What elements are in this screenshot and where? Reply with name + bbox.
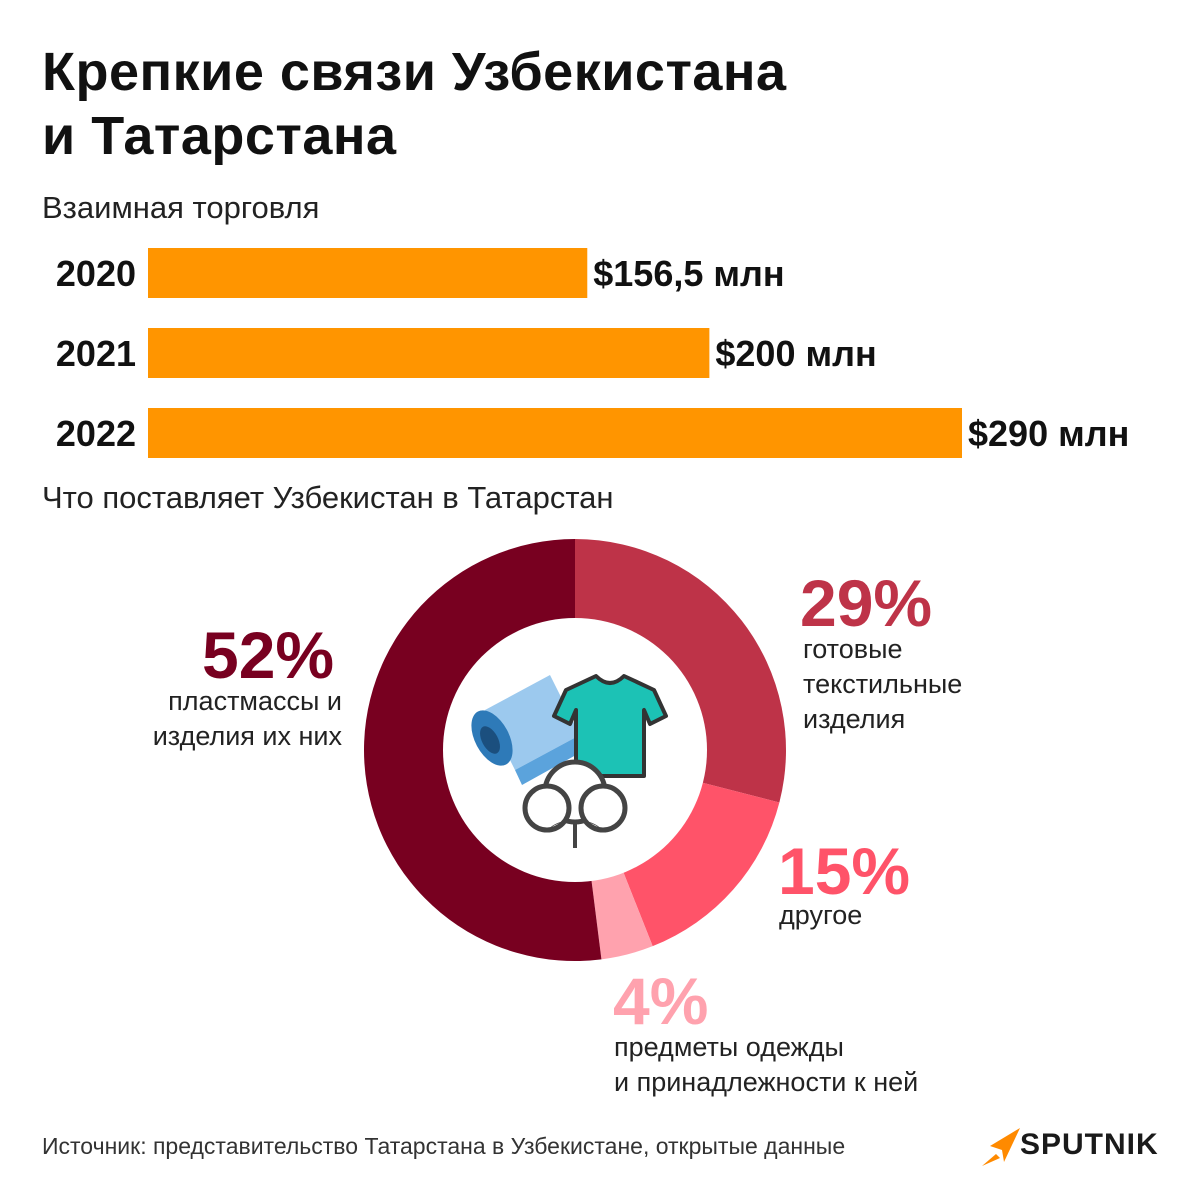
page-title: Крепкие связи Узбекистана и Татарстана bbox=[42, 40, 1142, 168]
slice-label-clothing-line-1: предметы одежды bbox=[614, 1032, 844, 1062]
slice-label-other-line-1: другое bbox=[779, 900, 863, 930]
slice-label-textiles-line-3: изделия bbox=[803, 704, 906, 734]
slice-label-plastics: пластмассы и изделия их них bbox=[60, 684, 342, 754]
sputnik-logo-icon bbox=[982, 1128, 1020, 1166]
slice-label-textiles-pct: 29% bbox=[800, 566, 933, 640]
donut-section-title: Что поставляет Узбекистан в Татарстан bbox=[42, 480, 614, 515]
slice-label-other: другое bbox=[779, 898, 862, 933]
slice-label-plastics-line-1: пластмассы и bbox=[168, 686, 342, 716]
exports-donut-chart bbox=[364, 539, 786, 961]
slice-label-textiles-line-1: готовые bbox=[803, 634, 903, 664]
bar-value-label: $156,5 млн bbox=[593, 253, 784, 294]
trade-bar-2020 bbox=[148, 248, 588, 298]
trade-bar-2021 bbox=[148, 328, 710, 378]
slice-label-clothing-pct: 4% bbox=[613, 964, 709, 1038]
center-illustration bbox=[471, 674, 668, 848]
bar-year-label: 2022 bbox=[56, 413, 136, 454]
trade-bar-chart: 2020 $156,5 млн 2021 $200 млн 2022 $290 млн bbox=[56, 248, 1129, 458]
bar-section-title: Взаимная торговля bbox=[42, 190, 320, 225]
slice-label-textiles: готовые текстильные изделия bbox=[803, 632, 962, 737]
bar-value-label: $200 млн bbox=[715, 333, 876, 374]
slice-label-clothing-line-2: и принадлежности к ней bbox=[614, 1067, 919, 1097]
title-line-1: Крепкие связи Узбекистана bbox=[42, 42, 787, 102]
slice-label-other-pct: 15% bbox=[778, 834, 911, 908]
t-shirt-icon bbox=[552, 674, 668, 778]
bar-year-label: 2021 bbox=[56, 333, 136, 374]
bar-year-label: 2020 bbox=[56, 253, 136, 294]
source-note: Источник: представительство Татарстана в… bbox=[42, 1133, 846, 1159]
bar-value-label: $290 млн bbox=[968, 413, 1129, 454]
slice-label-textiles-line-2: текстильные bbox=[803, 669, 963, 699]
fabric-roll-icon bbox=[471, 675, 585, 785]
trade-bar-2022 bbox=[148, 408, 962, 458]
cotton-icon bbox=[522, 759, 628, 848]
slice-label-plastics-line-2: изделия их них bbox=[152, 721, 342, 751]
brand-logo-text: SPUTNIK bbox=[1020, 1128, 1159, 1161]
slice-label-plastics-pct: 52% bbox=[202, 618, 335, 692]
slice-label-clothing: предметы одежды и принадлежности к ней bbox=[614, 1030, 918, 1100]
title-line-2: и Татарстана bbox=[42, 106, 397, 166]
